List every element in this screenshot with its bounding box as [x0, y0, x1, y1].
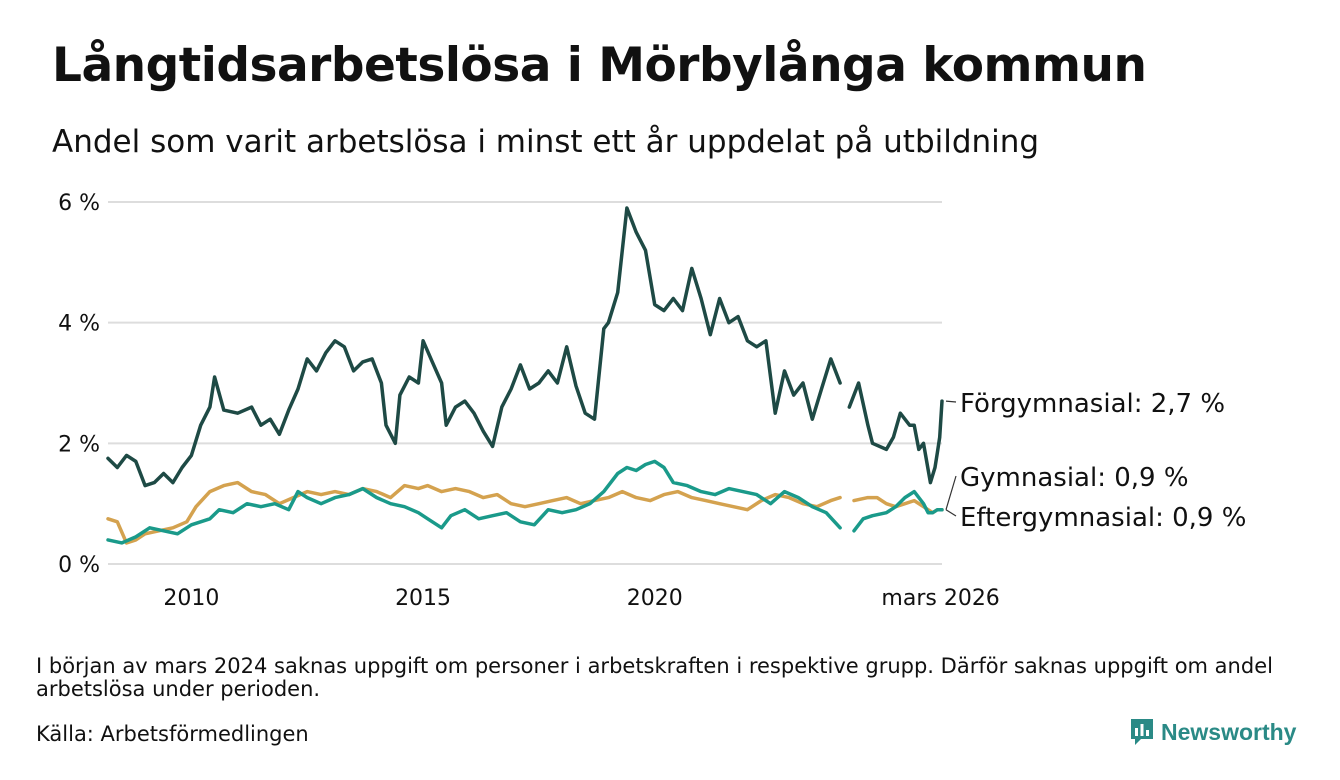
series-line-gymnasial-after-gap [852, 489, 944, 533]
leader-line-eftergymnasial [945, 509, 957, 517]
x-tick-label: mars 2026 [881, 586, 999, 611]
end-label-eftergymnasial: Eftergymnasial: 0,9 % [960, 503, 1246, 533]
leader-line-forgymnasial [945, 400, 957, 403]
bar-chart-logo-icon [1131, 719, 1153, 745]
line-chart: 0 % 2 % 4 % 6 % 2010 2015 2020 mars 2026 Förgym… [58, 191, 1246, 611]
end-label-gymnasial: Gymnasial: 0,9 % [960, 463, 1189, 493]
newsworthy-logo[interactable]: Newsworthy [1129, 717, 1296, 747]
series-line-gymnasial-before-gap [106, 459, 842, 545]
x-tick-label: 2010 [163, 586, 219, 611]
y-tick-label: 6 % [58, 191, 100, 216]
source-credit: Källa: Arbetsförmedlingen [36, 722, 309, 746]
x-tick-label: 2020 [627, 586, 683, 611]
series-line-eftergymnasial-before-gap [106, 480, 842, 545]
y-tick-label: 0 % [58, 553, 100, 578]
brand-name: Newsworthy [1161, 718, 1297, 745]
series-line-forgymnasial-before-gap [106, 206, 842, 488]
end-label-forgymnasial: Förgymnasial: 2,7 % [960, 389, 1225, 419]
chart-subtitle: Andel som varit arbetslösa i minst ett å… [52, 124, 1040, 160]
y-tick-label: 2 % [58, 432, 100, 457]
y-tick-label: 4 % [58, 312, 100, 337]
x-tick-label: 2015 [395, 586, 451, 611]
series-line-forgymnasial-after-gap [847, 381, 944, 485]
leader-line-gymnasial [945, 475, 957, 510]
footnote: I början av mars 2024 saknas uppgift om … [36, 654, 1273, 701]
chart-title: Långtidsarbetslösa i Mörbylånga kommun [52, 38, 1147, 93]
